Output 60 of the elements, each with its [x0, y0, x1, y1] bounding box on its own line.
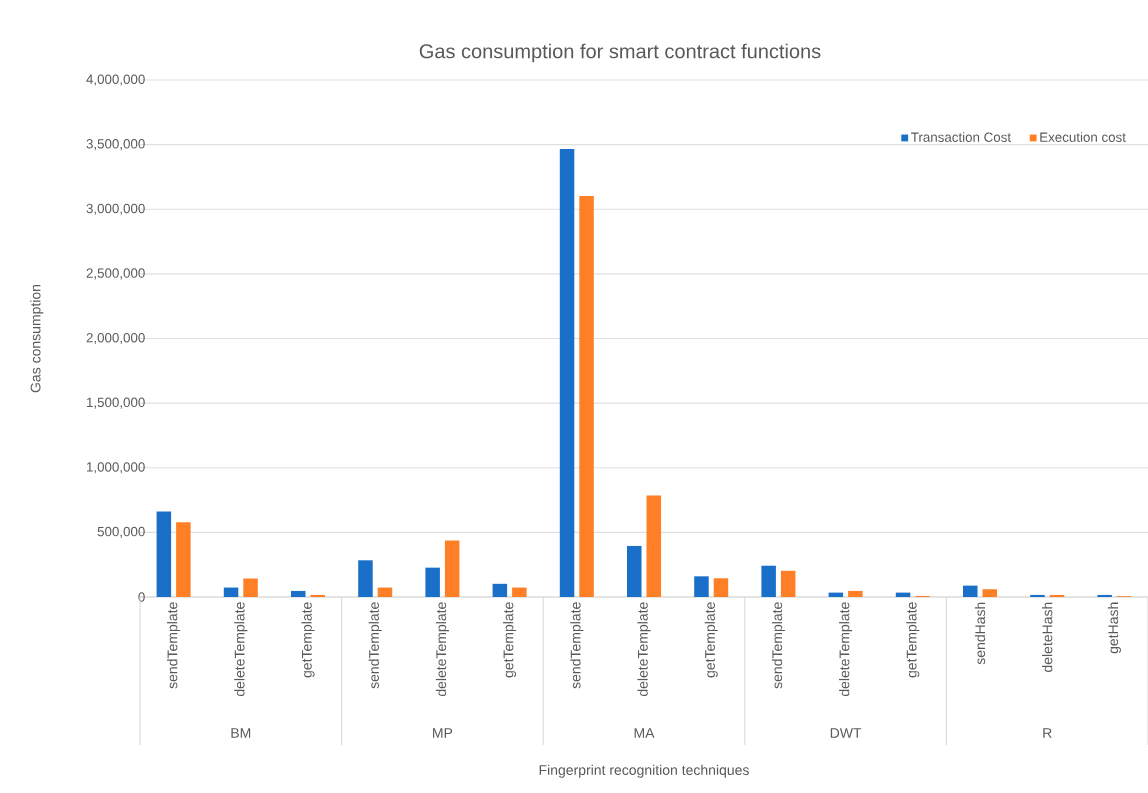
bar — [579, 195, 594, 597]
bar — [377, 587, 393, 597]
x-tick-label: deleteTemplate — [435, 602, 449, 697]
legend-label: Transaction Cost — [911, 132, 1011, 142]
y-tick-label: 1,000,000 — [87, 462, 145, 474]
text: BM — [231, 728, 251, 738]
text: MP — [433, 728, 453, 738]
y-tick-label: 1,500,000 — [87, 397, 145, 409]
x-tick-label: sendHash — [974, 602, 986, 665]
x-tick-label: sendTemplate — [771, 602, 785, 689]
bar — [444, 540, 460, 597]
bar — [512, 587, 527, 597]
y-tick-label: 0 — [138, 592, 145, 602]
bar — [1049, 594, 1065, 597]
bar — [358, 560, 373, 597]
bar — [982, 589, 998, 597]
y-axis-title: Gas consumption — [30, 284, 44, 393]
text: MA — [634, 728, 655, 738]
x-tick-label: deleteTemplate — [839, 602, 853, 697]
bar — [559, 148, 575, 597]
bar — [223, 587, 239, 597]
bar — [492, 583, 508, 597]
bar — [243, 578, 258, 597]
y-tick-label: 500,000 — [97, 526, 145, 538]
x-tick-label: getTemplate — [503, 602, 517, 678]
x-axis-title: Fingerprint recognition techniques — [539, 764, 749, 778]
bar — [291, 590, 306, 597]
bar — [156, 511, 172, 597]
y-tick-label: 2,500,000 — [86, 268, 145, 280]
bar — [780, 570, 796, 597]
bar — [1097, 594, 1112, 597]
y-tick-label: 2,000,000 — [86, 333, 145, 345]
x-tick-label: sendTemplate — [167, 602, 181, 689]
bar — [425, 567, 440, 597]
legend-label: Execution cost — [1040, 132, 1126, 142]
y-tick-label: 3,000,000 — [86, 203, 145, 215]
x-tick-label: deleteTemplate — [637, 602, 651, 697]
y-tick-label: 4,000,000 — [86, 74, 145, 86]
bar — [627, 545, 642, 597]
bar — [694, 576, 709, 597]
x-tick-label: getTemplate — [301, 602, 315, 678]
chart-title: Gas consumption for smart contract functions — [419, 43, 821, 63]
bar — [646, 495, 662, 597]
bar — [1030, 594, 1045, 597]
x-tick-label: getTemplate — [704, 602, 718, 678]
bar — [310, 594, 326, 597]
x-tick-label: deleteHash — [1042, 602, 1053, 672]
text: DWT — [830, 728, 862, 738]
y-tick-label: 3,500,000 — [86, 139, 145, 151]
bar — [848, 590, 863, 597]
x-tick-label: deleteTemplate — [234, 602, 248, 697]
x-tick-label: getHash — [1107, 602, 1121, 654]
bar — [963, 585, 978, 597]
x-tick-label: sendTemplate — [368, 602, 382, 689]
bar — [176, 522, 191, 597]
x-tick-label: sendTemplate — [570, 602, 584, 689]
bar — [761, 565, 776, 597]
text: R — [1043, 728, 1052, 738]
bar — [713, 578, 729, 597]
x-tick-label: getTemplate — [906, 602, 920, 678]
